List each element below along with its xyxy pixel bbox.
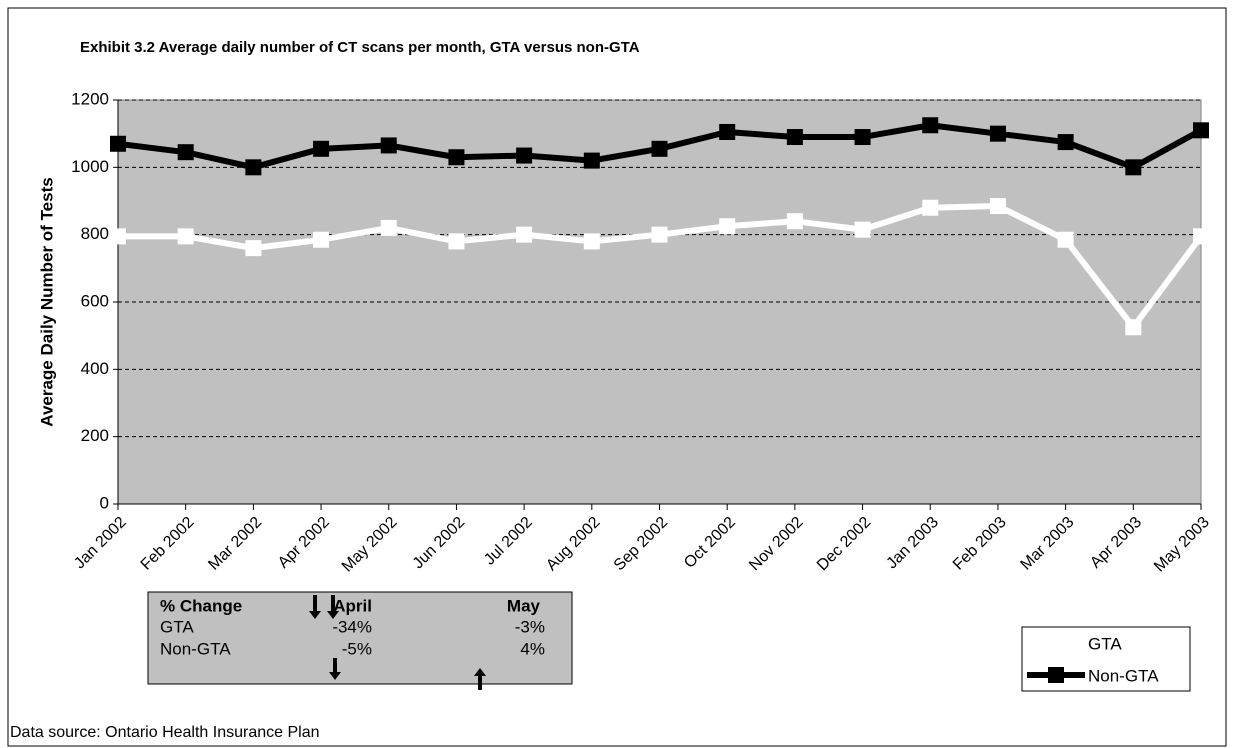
marker (1125, 159, 1142, 176)
down-arrow (327, 595, 339, 619)
legend-label: GTA (1088, 634, 1122, 653)
marker (177, 228, 194, 245)
marker (922, 117, 939, 134)
marker (516, 147, 533, 164)
y-tick-label: 0 (100, 493, 109, 512)
source-note: Data source: Ontario Health Insurance Pl… (10, 724, 320, 741)
y-tick-label: 1000 (71, 157, 109, 176)
arrows (309, 595, 486, 690)
marker (989, 125, 1006, 142)
marker (313, 140, 330, 157)
marker (719, 218, 736, 235)
marker (110, 228, 126, 245)
y-axis-label: Average Daily Number of Tests (37, 177, 56, 426)
marker (786, 213, 803, 230)
marker (110, 135, 126, 152)
table-cell: -5% (342, 639, 372, 658)
marker (245, 240, 262, 257)
marker (1125, 319, 1142, 336)
down-arrow (329, 658, 341, 680)
change-table (147, 591, 573, 685)
legend-label: Non-GTA (1088, 666, 1159, 685)
y-tick-label: 400 (81, 359, 109, 378)
marker (1057, 231, 1074, 248)
marker (583, 152, 600, 169)
marker (854, 129, 871, 146)
marker (1193, 122, 1209, 139)
marker (786, 129, 803, 146)
table-cell: -34% (332, 617, 372, 636)
marker (922, 199, 939, 216)
table-header: % Change (160, 596, 242, 615)
table-header: April (333, 596, 372, 615)
marker (380, 219, 397, 236)
marker (516, 226, 533, 243)
down-arrow (309, 595, 321, 619)
marker (989, 198, 1006, 215)
marker (313, 231, 330, 248)
marker (245, 159, 262, 176)
marker (651, 140, 668, 157)
table-header: May (507, 596, 541, 615)
marker (448, 149, 465, 166)
chart-title: Exhibit 3.2 Average daily number of CT s… (80, 39, 640, 56)
y-tick-label: 200 (81, 426, 109, 445)
table-cell: 4% (520, 639, 545, 658)
marker (177, 144, 194, 161)
y-tick-label: 800 (81, 224, 109, 243)
marker (1057, 134, 1074, 151)
marker (719, 123, 736, 140)
legend-marker (1048, 635, 1064, 651)
legend-marker (1048, 667, 1064, 683)
marker (380, 137, 397, 154)
marker (583, 233, 600, 250)
marker (1193, 228, 1209, 245)
marker (854, 221, 871, 238)
table-cell: -3% (515, 617, 545, 636)
marker (448, 233, 465, 250)
y-tick-label: 1200 (71, 89, 109, 108)
marker (651, 226, 668, 243)
y-tick-label: 600 (81, 291, 109, 310)
up-arrow (474, 668, 486, 690)
table-cell: GTA (160, 617, 194, 636)
table-cell: Non-GTA (160, 639, 231, 658)
